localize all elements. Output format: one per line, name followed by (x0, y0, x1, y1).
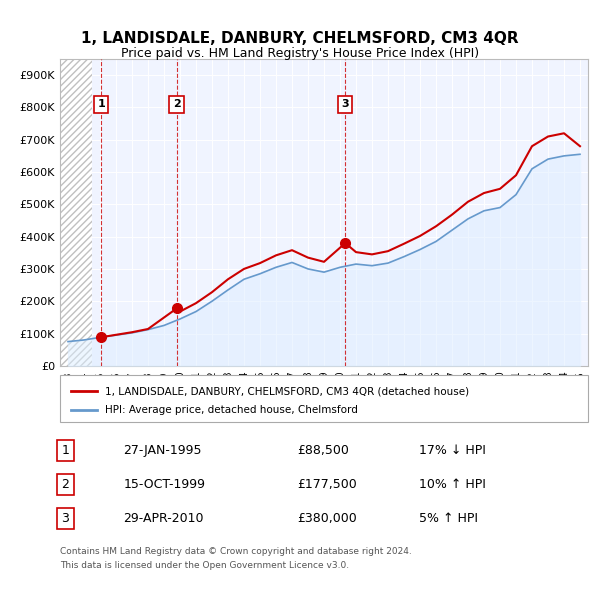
Bar (60, 59, 92, 366)
Text: 17% ↓ HPI: 17% ↓ HPI (419, 444, 486, 457)
Text: 2: 2 (173, 99, 181, 109)
Text: 3: 3 (341, 99, 349, 109)
Text: HPI: Average price, detached house, Chelmsford: HPI: Average price, detached house, Chel… (105, 405, 358, 415)
Text: 2: 2 (61, 478, 69, 491)
Text: 10% ↑ HPI: 10% ↑ HPI (419, 478, 486, 491)
Text: 27-JAN-1995: 27-JAN-1995 (124, 444, 202, 457)
FancyBboxPatch shape (60, 375, 588, 422)
Text: 1: 1 (61, 444, 69, 457)
Text: £177,500: £177,500 (298, 478, 358, 491)
Text: 15-OCT-1999: 15-OCT-1999 (124, 478, 205, 491)
Text: 1, LANDISDALE, DANBURY, CHELMSFORD, CM3 4QR (detached house): 1, LANDISDALE, DANBURY, CHELMSFORD, CM3 … (105, 386, 469, 396)
Text: Contains HM Land Registry data © Crown copyright and database right 2024.: Contains HM Land Registry data © Crown c… (60, 547, 412, 556)
Text: Price paid vs. HM Land Registry's House Price Index (HPI): Price paid vs. HM Land Registry's House … (121, 47, 479, 60)
Text: 1: 1 (97, 99, 105, 109)
Text: £88,500: £88,500 (298, 444, 349, 457)
Text: 5% ↑ HPI: 5% ↑ HPI (419, 512, 478, 525)
Text: £380,000: £380,000 (298, 512, 358, 525)
Text: 29-APR-2010: 29-APR-2010 (124, 512, 204, 525)
Text: This data is licensed under the Open Government Licence v3.0.: This data is licensed under the Open Gov… (60, 560, 349, 570)
Text: 3: 3 (61, 512, 69, 525)
Text: 1, LANDISDALE, DANBURY, CHELMSFORD, CM3 4QR: 1, LANDISDALE, DANBURY, CHELMSFORD, CM3 … (81, 31, 519, 46)
